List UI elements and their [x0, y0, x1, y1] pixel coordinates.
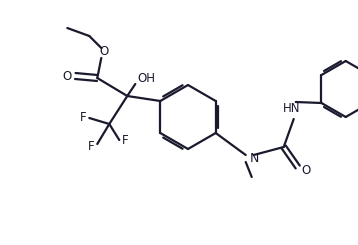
- Text: O: O: [301, 164, 310, 177]
- Text: O: O: [100, 46, 109, 59]
- Text: OH: OH: [137, 73, 155, 86]
- Text: F: F: [122, 134, 129, 147]
- Text: O: O: [63, 70, 72, 83]
- Text: F: F: [80, 111, 87, 124]
- Text: N: N: [250, 152, 259, 166]
- Text: HN: HN: [283, 102, 300, 115]
- Text: F: F: [88, 139, 95, 152]
